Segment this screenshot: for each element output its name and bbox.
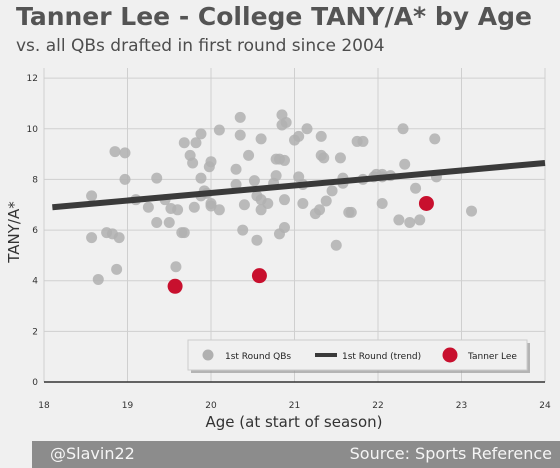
qb-point: [248, 175, 260, 187]
x-tick-label: 19: [122, 401, 134, 411]
qb-point: [301, 123, 313, 135]
qb-point: [170, 261, 182, 273]
footer-bar: @Slavin22 Source: Sports Reference: [32, 441, 560, 468]
chart-title: Tanner Lee - College TANY/A* by Age: [16, 2, 532, 31]
qb-point: [205, 156, 217, 168]
x-ticks: 18 19 20 21 22 23 24: [38, 401, 551, 411]
legend: 1st Round QBs 1st Round (trend) Tanner L…: [187, 339, 530, 373]
qb-point: [410, 182, 422, 194]
tanner-point: [167, 278, 183, 294]
qb-point: [178, 227, 190, 239]
y-tick-label: 6: [32, 226, 38, 236]
y-tick-label: 12: [27, 74, 38, 84]
qb-point: [320, 195, 332, 207]
x-tick-label: 24: [539, 401, 551, 411]
qb-point: [119, 147, 131, 159]
qb-point: [330, 239, 342, 251]
qb-point: [397, 123, 409, 135]
qb-point: [243, 149, 255, 161]
qb-point: [393, 214, 405, 226]
y-tick-label: 4: [32, 277, 38, 287]
qb-point: [92, 273, 104, 285]
qb-point: [178, 137, 190, 149]
x-tick-label: 18: [38, 401, 50, 411]
legend-box: [187, 339, 528, 371]
y-tick-label: 10: [27, 125, 39, 135]
qb-point: [172, 204, 184, 216]
x-tick-label: 23: [456, 401, 467, 411]
qb-point: [230, 178, 242, 190]
qb-point: [86, 232, 98, 244]
x-axis-label: Age (at start of season): [206, 413, 383, 431]
footer-credit: @Slavin22: [50, 444, 135, 463]
qb-point: [119, 173, 131, 185]
trend-line: [52, 159, 546, 211]
tanner-point: [251, 268, 267, 284]
y-ticks: 0 2 4 6 8 10 12: [27, 74, 39, 388]
qb-point: [270, 170, 282, 182]
qb-point: [278, 222, 290, 234]
legend-label-trend: 1st Round (trend): [342, 352, 421, 362]
y-tick-label: 8: [32, 175, 38, 185]
qb-point: [466, 205, 478, 217]
qb-point: [151, 172, 163, 184]
x-tick-label: 20: [205, 401, 217, 411]
qb-point: [297, 197, 309, 209]
y-tick-label: 0: [32, 378, 38, 388]
qb-point: [163, 216, 175, 228]
x-tick-label: 21: [289, 401, 300, 411]
qb-point: [314, 204, 326, 216]
qb-point: [188, 201, 200, 213]
qb-point: [187, 157, 199, 169]
tanner-point: [418, 195, 434, 211]
x-tick-label: 22: [372, 401, 383, 411]
qb-point: [86, 190, 98, 202]
qb-point: [326, 185, 338, 197]
qb-point: [293, 130, 305, 142]
y-axis-label: TANY/A*: [5, 201, 23, 264]
qb-point: [345, 206, 357, 218]
qb-point: [357, 135, 369, 147]
qb-point: [237, 224, 249, 236]
footer-source: Source: Sports Reference: [349, 444, 552, 463]
qb-point: [195, 172, 207, 184]
qb-point: [404, 216, 416, 228]
qb-point: [109, 146, 121, 158]
qb-point: [230, 163, 242, 175]
legend-tanner-marker: [442, 347, 458, 363]
qb-point: [213, 204, 225, 216]
qb-point: [315, 130, 327, 142]
qb-point: [142, 201, 154, 213]
qb-point: [376, 197, 388, 209]
qb-point: [213, 124, 225, 136]
qb-point: [113, 232, 125, 244]
qb-point: [255, 133, 267, 145]
qb-point: [280, 116, 292, 128]
qb-point: [238, 199, 250, 211]
qb-point: [399, 158, 411, 170]
qb-point: [205, 200, 217, 212]
grid: [43, 68, 546, 383]
qb-point: [262, 197, 274, 209]
qb-point: [251, 234, 263, 246]
qb-point: [318, 152, 330, 164]
qb-point: [151, 216, 163, 228]
qb-point: [334, 152, 346, 164]
qb-point: [414, 214, 426, 226]
qb-point: [278, 154, 290, 166]
qb-point: [234, 111, 246, 123]
qb-point: [429, 133, 441, 145]
qb-point: [278, 194, 290, 206]
legend-qb-marker: [202, 349, 214, 361]
qb-point: [234, 129, 246, 141]
qb-point: [190, 137, 202, 149]
legend-label-tanner: Tanner Lee: [467, 352, 517, 362]
chart-subtitle: vs. all QBs drafted in first round since…: [16, 36, 385, 56]
y-tick-label: 2: [32, 327, 38, 337]
legend-label-qb: 1st Round QBs: [225, 352, 291, 362]
qb-point: [111, 263, 123, 275]
qb-point: [195, 128, 207, 140]
tanner-points: [167, 195, 434, 294]
